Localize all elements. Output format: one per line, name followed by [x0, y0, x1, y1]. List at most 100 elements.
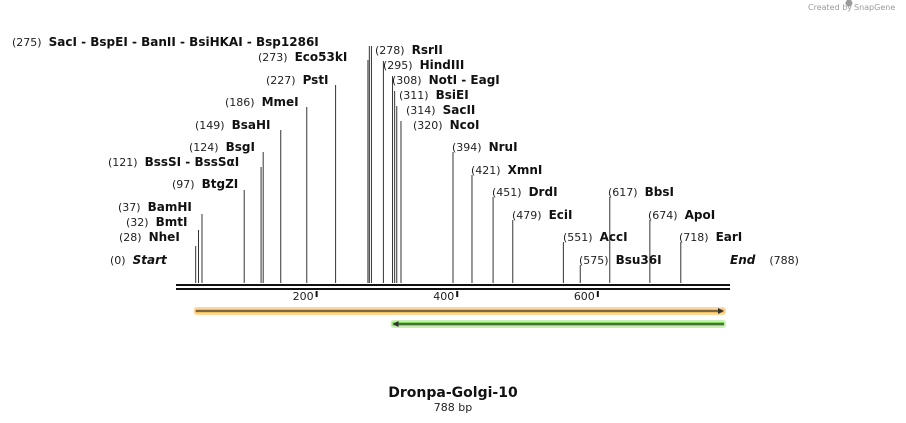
- site-position: (97): [172, 178, 195, 191]
- site-position: (149): [195, 119, 225, 132]
- site-label[interactable]: (32) BmtI: [126, 215, 187, 229]
- site-label[interactable]: (320) NcoI: [413, 118, 479, 132]
- site-label[interactable]: (275) SacI - BspEI - BanII - BsiHKAI - Bs…: [12, 35, 319, 49]
- site-label[interactable]: (394) NruI: [452, 140, 518, 154]
- site-name: SacII: [443, 103, 476, 117]
- site-name: NheI: [149, 230, 180, 244]
- site-label[interactable]: (295) HindIII: [383, 58, 464, 72]
- site-label[interactable]: (674) ApoI: [648, 208, 715, 222]
- site-position: (121): [108, 156, 138, 169]
- ruler-tick-label: 600: [574, 290, 595, 303]
- site-position: (0): [110, 254, 126, 267]
- site-label[interactable]: (186) MmeI: [225, 95, 299, 109]
- site-label[interactable]: (451) DrdI: [492, 185, 558, 199]
- site-name: RsrII: [412, 43, 443, 57]
- site-position: (575): [579, 254, 609, 267]
- site-name: BsaHI: [232, 118, 271, 132]
- site-position: (674): [648, 209, 678, 222]
- site-position: (295): [383, 59, 413, 72]
- site-name: NcoI: [450, 118, 480, 132]
- site-name: Eco53kI: [295, 50, 348, 64]
- site-label[interactable]: (149) BsaHI: [195, 118, 271, 132]
- site-name: PstI: [303, 73, 329, 87]
- site-position: (186): [225, 96, 255, 109]
- site-name: MmeI: [262, 95, 299, 109]
- site-position: (394): [452, 141, 482, 154]
- site-name: EarI: [716, 230, 743, 244]
- site-label[interactable]: (28) NheI: [119, 230, 180, 244]
- site-name: BbsI: [645, 185, 674, 199]
- site-label[interactable]: (273) Eco53kI: [258, 50, 347, 64]
- site-label[interactable]: (718) EarI: [679, 230, 742, 244]
- credit-text: Created by: [808, 3, 852, 12]
- site-label[interactable]: (314) SacII: [406, 103, 475, 117]
- site-name: SacI - BspEI - BanII - BsiHKAI - Bsp1286…: [49, 35, 319, 49]
- site-label[interactable]: (37) BamHI: [118, 200, 192, 214]
- site-position: (308): [392, 74, 422, 87]
- site-label[interactable]: End (788): [730, 253, 799, 267]
- site-name: DrdI: [529, 185, 558, 199]
- forward-feature-arrow[interactable]: [193, 307, 726, 315]
- site-name: BamHI: [148, 200, 192, 214]
- site-position: (451): [492, 186, 522, 199]
- site-name: BssSI - BssSαI: [145, 155, 240, 169]
- site-name: Start: [133, 253, 168, 267]
- site-position: (28): [119, 231, 142, 244]
- site-name: BmtI: [156, 215, 188, 229]
- site-label[interactable]: (421) XmnI: [471, 163, 542, 177]
- site-label[interactable]: (617) BbsI: [608, 185, 674, 199]
- site-name: Bsu36I: [616, 253, 662, 267]
- bp-ruler: 200 400 600: [293, 290, 599, 303]
- site-name: NotI - EagI: [429, 73, 500, 87]
- site-position: (278): [375, 44, 405, 57]
- site-position: (314): [406, 104, 436, 117]
- site-position: (479): [512, 209, 542, 222]
- site-name: BsgI: [226, 140, 255, 154]
- site-name: EciI: [549, 208, 573, 222]
- sequence-length: 788 bp: [434, 401, 472, 414]
- credit-brand: SnapGene: [854, 3, 895, 12]
- site-label[interactable]: (0) Start: [110, 253, 168, 267]
- site-name: ApoI: [685, 208, 716, 222]
- site-position: (320): [413, 119, 443, 132]
- site-label[interactable]: (575) Bsu36I: [579, 253, 662, 267]
- site-lines: [195, 46, 682, 283]
- site-name: AccI: [600, 230, 628, 244]
- site-label[interactable]: (479) EciI: [512, 208, 572, 222]
- site-label[interactable]: (97) BtgZI: [172, 177, 238, 191]
- site-position: (718): [679, 231, 709, 244]
- site-name: NruI: [489, 140, 518, 154]
- site-label[interactable]: (124) BsgI: [189, 140, 255, 154]
- snapgene-logo-icon: ⬣: [845, 0, 853, 9]
- site-label[interactable]: (308) NotI - EagI: [392, 73, 500, 87]
- site-position: (227): [266, 74, 296, 87]
- site-labels: (0) Start (28) NheI(32) BmtI (37) BamHI (97) Btg…: [12, 35, 799, 267]
- site-position: (32): [126, 216, 149, 229]
- site-position: (617): [608, 186, 638, 199]
- sequence-backbone: [176, 284, 730, 290]
- site-label[interactable]: (227) PstI: [266, 73, 329, 87]
- site-position: (124): [189, 141, 219, 154]
- site-label[interactable]: (278) RsrII: [375, 43, 443, 57]
- ruler-tick-label: 400: [433, 290, 454, 303]
- site-position: (311): [399, 89, 429, 102]
- site-position: (275): [12, 36, 42, 49]
- site-position: (421): [471, 164, 501, 177]
- reverse-feature-arrow[interactable]: [390, 320, 726, 328]
- site-name: BsiEI: [436, 88, 469, 102]
- snapgene-credit: Created by ⬣ SnapGene: [808, 0, 895, 12]
- site-label[interactable]: (551) AccI: [563, 230, 628, 244]
- feature-arrows: [193, 307, 726, 328]
- site-name: HindIII: [420, 58, 465, 72]
- site-position: (788): [769, 254, 799, 267]
- site-position: (273): [258, 51, 288, 64]
- site-position: (551): [563, 231, 593, 244]
- site-name: BtgZI: [202, 177, 239, 191]
- site-label[interactable]: (311) BsiEI: [399, 88, 469, 102]
- site-name: XmnI: [508, 163, 543, 177]
- site-label[interactable]: (121) BssSI - BssSαI: [108, 155, 239, 169]
- site-name: End: [730, 253, 756, 267]
- site-position: (37): [118, 201, 141, 214]
- ruler-tick-label: 200: [293, 290, 314, 303]
